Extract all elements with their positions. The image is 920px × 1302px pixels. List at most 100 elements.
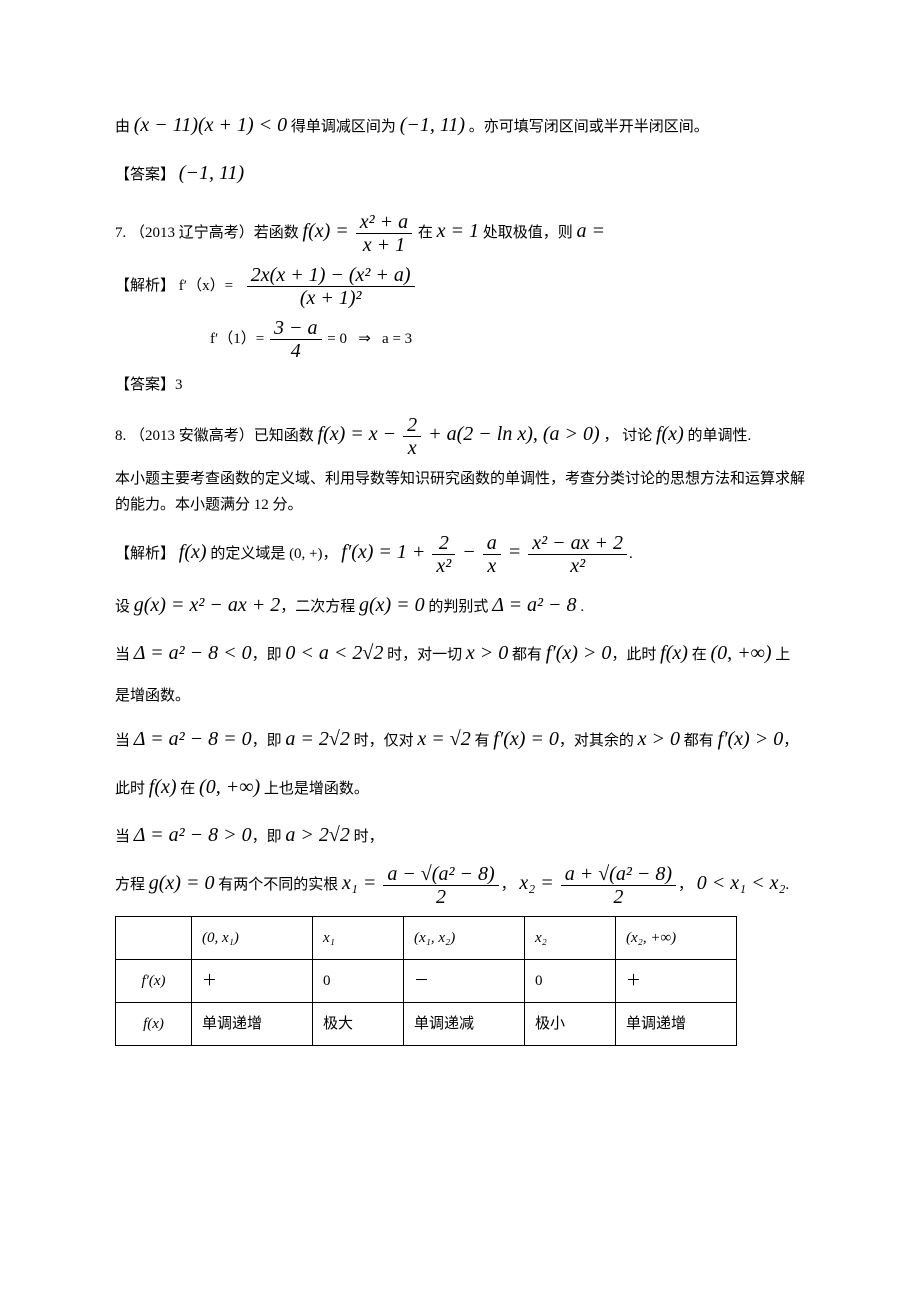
dot: .	[785, 877, 789, 893]
xgt0: x > 0	[638, 728, 680, 750]
text: ，	[783, 733, 798, 749]
text: 在	[688, 647, 711, 663]
fraction: 2x(x + 1) − (x² + a)(x + 1)²	[247, 264, 415, 309]
solution-7-line-2: f′（1）= 3 − a4 = 0 ⇒ a = 3	[115, 317, 805, 362]
fx-ref: f(x)	[656, 423, 684, 445]
table-cell: f(x)	[116, 1003, 192, 1046]
text: 当	[115, 733, 134, 749]
text: ，即	[252, 829, 286, 845]
solution-8-line-1: 解析 f(x) 的定义域是 (0, +)， f′(x) = 1 + 2 x² − …	[115, 532, 805, 577]
numerator: a	[483, 532, 501, 555]
fraction: x² − ax + 2x²	[528, 532, 627, 577]
table-cell: 单调递增	[192, 1003, 313, 1046]
text: 的判别式	[425, 599, 493, 615]
table-cell: x₂	[525, 917, 616, 960]
fx: f(x)	[149, 776, 177, 798]
text: 有	[471, 733, 494, 749]
numerator: x² + a	[356, 211, 412, 234]
case-2: 当 Δ = a² − 8 = 0，即 a = 2√2 时，仅对 x = √2 有…	[115, 719, 805, 759]
solution-7-line-1: 解析 f′（x）= 2x(x + 1) − (x² + a)(x + 1)²	[115, 264, 805, 309]
text: 。亦可填写闭区间或半开半闭区间。	[469, 119, 709, 135]
question-7: 7. （2013 辽宁高考）若函数 f(x) = x² + ax + 1 在 x…	[115, 211, 805, 256]
delta-eq0: Δ = a² − 8 = 0	[134, 728, 252, 750]
text: 在	[177, 781, 200, 797]
text: 时，仅对	[350, 733, 418, 749]
text: ， 讨论	[603, 428, 656, 444]
table-cell: ＋	[192, 960, 313, 1003]
gx0: g(x) = 0	[359, 594, 425, 616]
math-inequality: (x − 11)(x + 1) < 0	[134, 114, 287, 136]
text: 上	[772, 647, 791, 663]
text: 都有	[508, 647, 546, 663]
q-number: 7.	[115, 225, 130, 241]
table-cell: (0, x₁)	[192, 917, 313, 960]
numerator: x² − ax + 2	[528, 532, 627, 555]
case-1b: 是增函数。	[115, 681, 805, 711]
q-source: （2013 安徽高考）已知函数	[130, 428, 314, 444]
interval: (0, +∞)	[199, 776, 260, 798]
table-cell: 0	[313, 960, 404, 1003]
fraction: a + √(a² − 8)2	[561, 863, 676, 908]
fx: f(x)	[179, 541, 207, 563]
gx: g(x) = x² − ax + 2	[134, 594, 280, 616]
q-source: （2013 辽宁高考）若函数	[130, 225, 299, 241]
x-eq: x = √2	[417, 728, 470, 750]
text: ，二次方程	[280, 599, 359, 615]
table-row: (0, x₁) x₁ (x₁, x₂) x₂ (x₂, +∞)	[116, 917, 737, 960]
comma: ，	[678, 877, 693, 893]
table-cell: 单调递增	[616, 1003, 737, 1046]
equals: =	[503, 541, 527, 563]
text: 当	[115, 647, 134, 663]
domain-text: 的定义域是 (0, +)，	[207, 546, 338, 562]
denominator: x	[403, 437, 421, 459]
a-range: 0 < a < 2√2	[285, 642, 383, 664]
fraction: 3 − a4	[270, 317, 322, 362]
solution-8-g: 设 g(x) = x² − ax + 2，二次方程 g(x) = 0 的判别式 …	[115, 585, 805, 625]
table-cell: f′(x)	[116, 960, 192, 1003]
table-cell: 极大	[313, 1003, 404, 1046]
arrow-icon: ⇒	[358, 331, 371, 347]
numerator: 2x(x + 1) − (x² + a)	[247, 264, 415, 287]
minus: −	[457, 541, 481, 563]
fprime-1: f′（1）=	[210, 331, 264, 347]
gx0: g(x) = 0	[149, 872, 215, 894]
solution-label: 解析	[115, 546, 175, 562]
answer-value: (−1, 11)	[179, 162, 244, 184]
table-cell: ＋	[616, 960, 737, 1003]
text: 的单调性.	[684, 428, 752, 444]
case-3: 当 Δ = a² − 8 > 0，即 a > 2√2 时，	[115, 815, 805, 855]
table-cell: (x₁, x₂)	[404, 917, 525, 960]
table-cell: x₁	[313, 917, 404, 960]
table-row: f′(x) ＋ 0 － 0 ＋	[116, 960, 737, 1003]
table-cell: 0	[525, 960, 616, 1003]
case-1: 当 Δ = a² − 8 < 0，即 0 < a < 2√2 时，对一切 x >…	[115, 633, 805, 673]
monotonicity-table: (0, x₁) x₁ (x₁, x₂) x₂ (x₂, +∞) f′(x) ＋ …	[115, 916, 737, 1046]
fpgt0: f′(x) > 0	[546, 642, 612, 664]
text: 方程	[115, 877, 149, 893]
fprime: f′（x）=	[179, 278, 233, 294]
interval: (0, +∞)	[710, 642, 771, 664]
text: ，对其余的	[559, 733, 638, 749]
fx: f(x) = x −	[318, 423, 402, 445]
text: 当	[115, 829, 134, 845]
delta: Δ = a² − 8	[492, 594, 576, 616]
result: a = 3	[382, 331, 412, 347]
fpgt0: f′(x) > 0	[718, 728, 784, 750]
a-gt: a > 2√2	[285, 824, 349, 846]
question-8: 8. （2013 安徽高考）已知函数 f(x) = x − 2x + a(2 −…	[115, 414, 805, 459]
denominator: x²	[528, 555, 627, 577]
table-row: f(x) 单调递增 极大 单调递减 极小 单调递增	[116, 1003, 737, 1046]
text: 此时	[115, 781, 149, 797]
fprime-eq: f′(x) = 1 +	[341, 541, 430, 563]
q-number: 8.	[115, 428, 130, 444]
text: ，此时	[611, 647, 660, 663]
table-cell: 单调递减	[404, 1003, 525, 1046]
page-content: 由 (x − 11)(x + 1) < 0 得单调减区间为 (−1, 11) 。…	[0, 0, 920, 1106]
text: 得单调减区间为	[291, 119, 396, 135]
rest-fx: + a(2 − ln x), (a > 0)	[423, 423, 600, 445]
comma: ，	[501, 877, 516, 893]
table-cell: －	[404, 960, 525, 1003]
numerator: 2	[432, 532, 455, 555]
fraction: ax	[483, 532, 501, 577]
text: 处取极值，则	[479, 225, 577, 241]
